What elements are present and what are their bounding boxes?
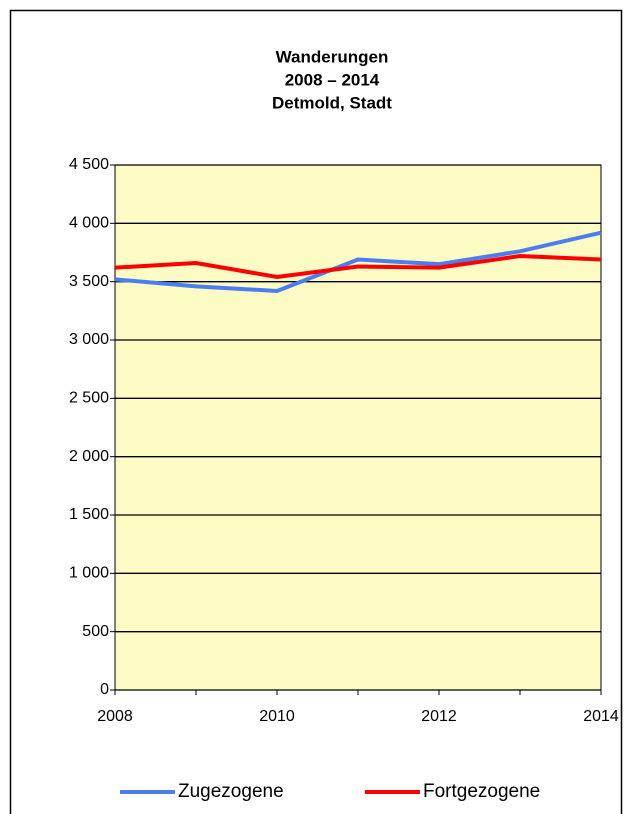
y-tick-label: 500 — [82, 623, 109, 640]
chart-title: Wanderungen — [276, 47, 389, 66]
x-tick-label: 2008 — [97, 708, 133, 725]
y-tick-label: 3 500 — [69, 273, 109, 290]
legend-label: Fortgezogene — [423, 781, 540, 802]
x-tick-label: 2010 — [259, 708, 295, 725]
y-tick-label: 0 — [100, 681, 109, 698]
y-tick-label: 1 000 — [69, 565, 109, 582]
chart-title: 2008 – 2014 — [285, 70, 380, 89]
y-tick-label: 3 000 — [69, 331, 109, 348]
legend-label: Zugezogene — [178, 781, 284, 802]
y-tick-label: 1 500 — [69, 506, 109, 523]
y-tick-label: 4 000 — [69, 215, 109, 232]
x-tick-label: 2012 — [421, 708, 457, 725]
chart-title: Detmold, Stadt — [272, 93, 392, 112]
data-line — [114, 253, 602, 280]
x-tick-label: 2014 — [583, 708, 619, 725]
y-tick-label: 4 500 — [69, 156, 109, 173]
y-tick-label: 2 000 — [69, 448, 109, 465]
data-line — [114, 230, 602, 294]
y-tick-label: 2 500 — [69, 390, 109, 407]
plot-area — [114, 164, 602, 691]
